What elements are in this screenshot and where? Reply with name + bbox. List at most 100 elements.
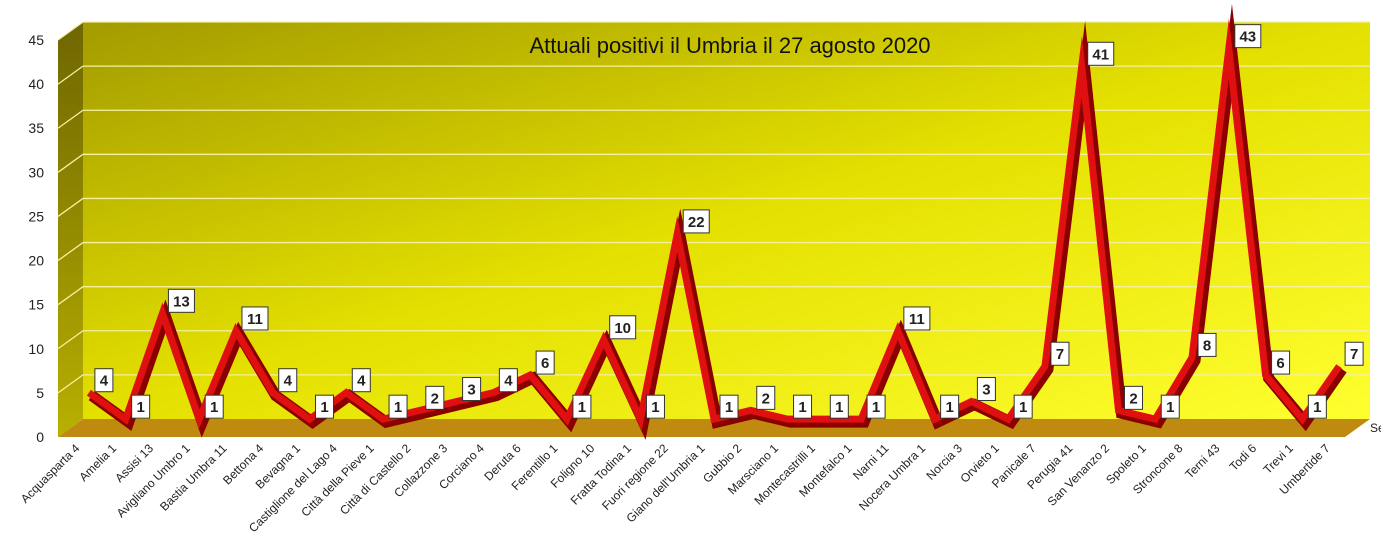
data-label: 1 bbox=[572, 394, 592, 419]
data-label-text: 1 bbox=[320, 399, 328, 416]
data-label-text: 8 bbox=[1203, 337, 1211, 354]
data-label-text: 6 bbox=[1276, 355, 1284, 372]
y-tick-label: 20 bbox=[28, 253, 44, 269]
back-wall bbox=[83, 22, 1370, 419]
data-label-box bbox=[756, 385, 776, 410]
data-label: 4 bbox=[94, 368, 114, 393]
data-label-text: 1 bbox=[651, 399, 659, 416]
data-label-text: 1 bbox=[945, 399, 953, 416]
data-label: 11 bbox=[903, 306, 931, 331]
data-label-box bbox=[793, 394, 813, 419]
data-label-box bbox=[903, 306, 931, 331]
data-label: 4 bbox=[278, 368, 298, 393]
data-label-box bbox=[1050, 341, 1070, 366]
y-tick-label: 30 bbox=[28, 164, 44, 180]
data-label: 1 bbox=[315, 394, 335, 419]
data-label: 2 bbox=[425, 385, 445, 410]
gridline bbox=[57, 153, 1370, 173]
gridline bbox=[57, 286, 1370, 306]
data-label-box bbox=[645, 394, 665, 419]
data-label: 10 bbox=[609, 315, 637, 340]
data-label: 1 bbox=[829, 394, 849, 419]
data-label: 1 bbox=[719, 394, 739, 419]
data-label-box bbox=[1307, 394, 1327, 419]
x-tick-label: Terni 43 bbox=[1182, 441, 1222, 481]
data-label: 1 bbox=[388, 394, 408, 419]
chart-title: Attuali positivi il Umbria il 27 agosto … bbox=[529, 33, 930, 58]
data-label-text: 1 bbox=[578, 399, 586, 416]
data-label-text: 1 bbox=[872, 399, 880, 416]
data-label-box bbox=[1013, 394, 1033, 419]
y-tick-label: 15 bbox=[28, 297, 44, 313]
data-label-text: 4 bbox=[100, 373, 109, 390]
data-label: 8 bbox=[1197, 332, 1217, 357]
data-label-box bbox=[425, 385, 445, 410]
data-label-text: 1 bbox=[1166, 399, 1174, 416]
data-label: 7 bbox=[1050, 341, 1070, 366]
x-tick-label: Trevi 1 bbox=[1260, 441, 1296, 477]
data-label: 13 bbox=[167, 288, 195, 313]
data-label-box bbox=[167, 288, 195, 313]
data-label: 3 bbox=[976, 377, 996, 402]
x-tick-label: Amelia 1 bbox=[76, 441, 119, 484]
data-label-box bbox=[462, 377, 482, 402]
data-label-text: 1 bbox=[798, 399, 806, 416]
data-label-box bbox=[204, 394, 224, 419]
data-label-text: 1 bbox=[725, 399, 733, 416]
data-label: 11 bbox=[241, 306, 269, 331]
data-label: 1 bbox=[645, 394, 665, 419]
data-label: 1 bbox=[940, 394, 960, 419]
data-label-box bbox=[1087, 41, 1115, 66]
data-label-box bbox=[1234, 24, 1262, 49]
data-label-box bbox=[719, 394, 739, 419]
y-tick-label: 40 bbox=[28, 76, 44, 92]
data-label-text: 4 bbox=[504, 373, 513, 390]
data-label-box bbox=[1271, 350, 1291, 375]
data-label-box bbox=[94, 368, 114, 393]
gridline bbox=[57, 197, 1370, 217]
data-label: 1 bbox=[866, 394, 886, 419]
data-label: 4 bbox=[351, 368, 371, 393]
x-tick-label: Todi 6 bbox=[1227, 441, 1260, 474]
data-label: 1 bbox=[793, 394, 813, 419]
data-label-box bbox=[1160, 394, 1180, 419]
y-tick-label: 35 bbox=[28, 120, 44, 136]
data-label: 3 bbox=[462, 377, 482, 402]
data-label-box bbox=[682, 209, 710, 234]
data-label: 1 bbox=[204, 394, 224, 419]
data-label: 6 bbox=[1271, 350, 1291, 375]
x-tick-label: Acquasparta 4 bbox=[18, 441, 83, 506]
gridline bbox=[57, 65, 1370, 85]
data-label-text: 22 bbox=[688, 214, 705, 231]
data-label-box bbox=[1344, 341, 1364, 366]
data-label-text: 10 bbox=[614, 320, 631, 337]
side-wall bbox=[58, 22, 83, 437]
data-label-box bbox=[535, 350, 555, 375]
data-label: 1 bbox=[1160, 394, 1180, 419]
data-label-text: 11 bbox=[247, 311, 263, 328]
data-label-text: 6 bbox=[541, 355, 549, 372]
y-tick-label: 10 bbox=[28, 341, 44, 357]
data-label-text: 43 bbox=[1239, 29, 1256, 46]
data-label: 41 bbox=[1087, 41, 1115, 66]
data-label-text: 2 bbox=[1129, 390, 1137, 407]
line-path bbox=[86, 18, 1342, 431]
data-label: 1 bbox=[131, 394, 151, 419]
y-tick-label: 45 bbox=[28, 32, 44, 48]
data-label-text: 1 bbox=[1313, 399, 1321, 416]
data-label: 1 bbox=[1307, 394, 1327, 419]
data-label: 2 bbox=[756, 385, 776, 410]
data-label-text: 4 bbox=[284, 373, 293, 390]
data-label-text: 4 bbox=[357, 373, 366, 390]
data-label-text: 13 bbox=[173, 293, 190, 310]
data-label-box bbox=[940, 394, 960, 419]
data-label-box bbox=[866, 394, 886, 419]
data-label-box bbox=[241, 306, 269, 331]
data-label-box bbox=[315, 394, 335, 419]
data-label-box bbox=[829, 394, 849, 419]
data-label: 22 bbox=[682, 209, 710, 234]
data-label: 2 bbox=[1123, 385, 1143, 410]
